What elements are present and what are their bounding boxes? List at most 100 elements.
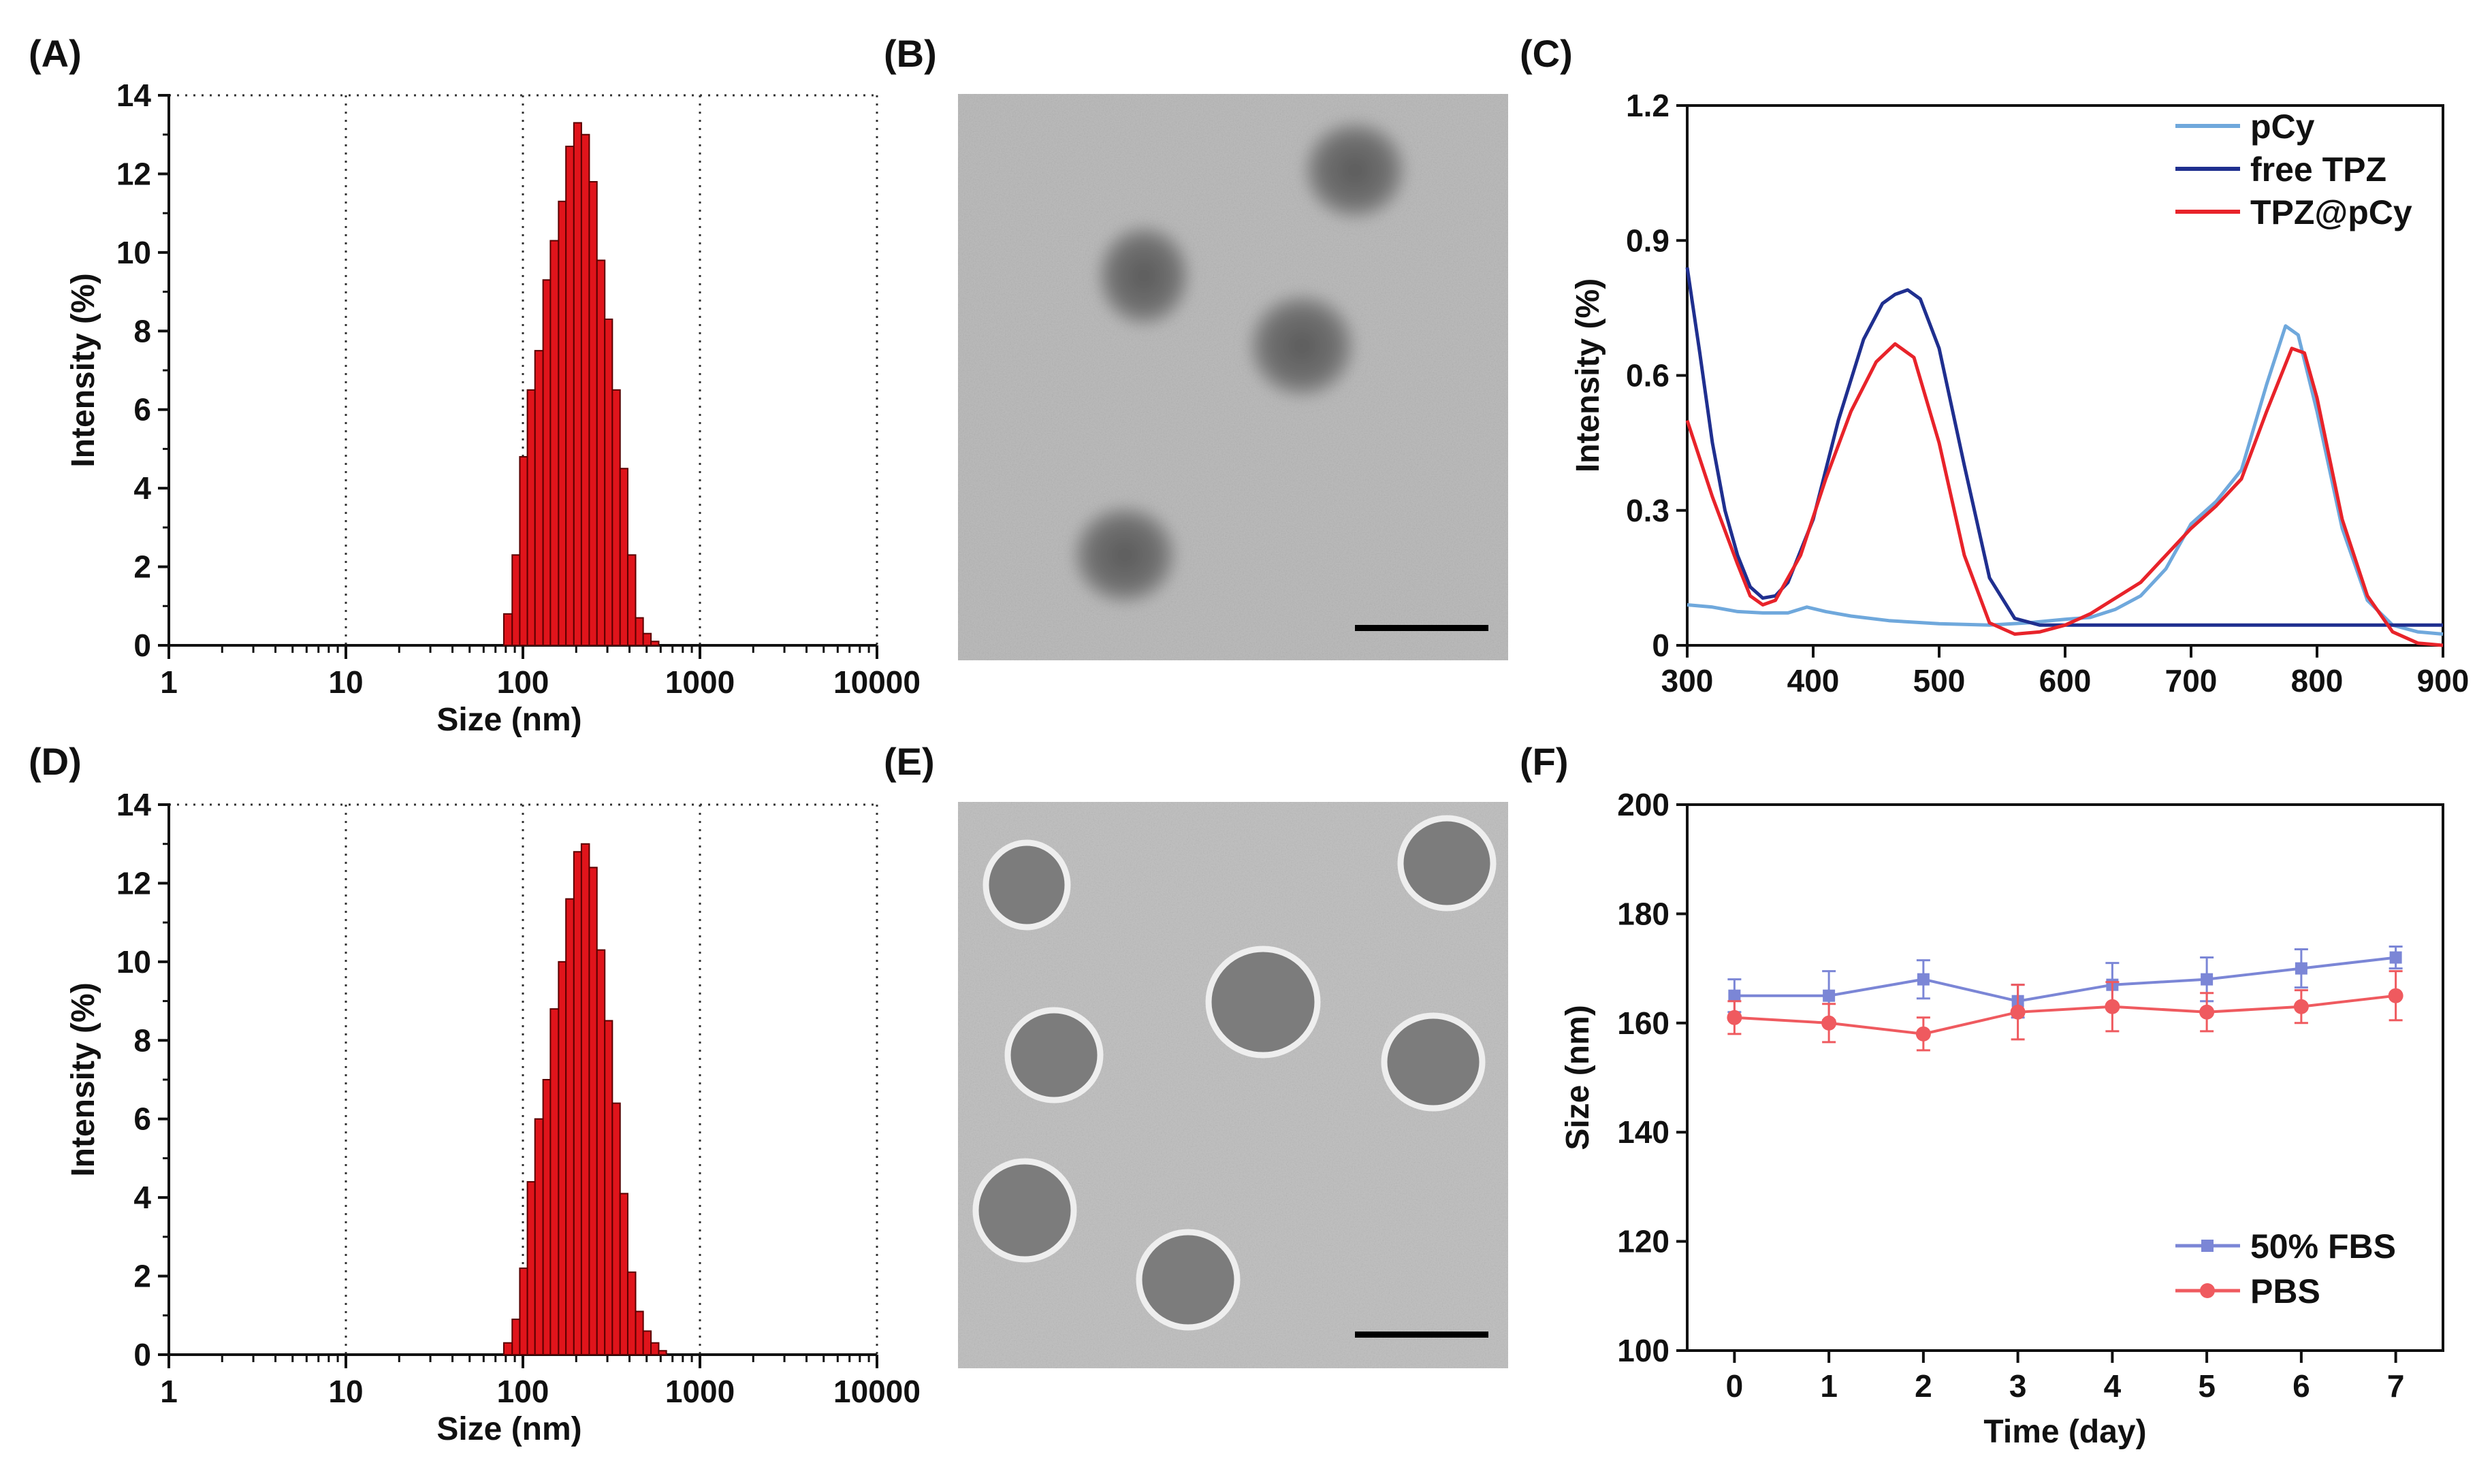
y-tick-label: 0: [133, 628, 151, 663]
histogram-bar: [511, 1319, 521, 1355]
nanoparticle: [1397, 815, 1497, 912]
nanoparticle: [1249, 294, 1355, 398]
y-tick-label: 180: [1617, 896, 1670, 931]
x-tick-label: 300: [1661, 663, 1714, 698]
y-tick-label: 12: [116, 156, 151, 191]
histogram-bar: [611, 389, 621, 646]
x-tick-label: 100: [497, 664, 549, 700]
histogram-bar: [511, 554, 521, 646]
y-axis-label: Size (nm): [1560, 1005, 1596, 1150]
y-tick-label: 6: [133, 392, 151, 428]
x-tick-label: 1000: [665, 1374, 735, 1409]
series-pbs-marker: [2388, 988, 2403, 1003]
plot-frame: [1686, 803, 2444, 1352]
histogram-bar: [588, 180, 598, 646]
histogram-bar: [534, 1118, 544, 1355]
histogram-bar: [573, 851, 582, 1356]
y-tick-label: 0.3: [1626, 493, 1670, 528]
y-tick-label: 100: [1617, 1333, 1670, 1368]
nanoparticle: [1136, 1229, 1241, 1331]
histogram-bar: [619, 468, 628, 646]
legend-label: pCy: [2250, 108, 2315, 146]
histogram-bar: [519, 455, 528, 646]
panel-label-d: (D): [29, 740, 82, 783]
nanoparticle: [1381, 1012, 1486, 1112]
y-axis-label: Intensity (%): [65, 273, 101, 467]
histogram-bar: [580, 843, 590, 1355]
histogram-bar: [558, 200, 567, 647]
series-pbs-marker: [2010, 1004, 2026, 1020]
y-tick-label: 200: [1617, 787, 1670, 822]
histogram-bar: [542, 279, 552, 646]
x-tick-label: 10: [328, 1374, 363, 1409]
series-fbs-marker: [2295, 962, 2307, 975]
y-tick-label: 8: [133, 1022, 151, 1058]
series-pbs-line: [1734, 994, 2396, 1035]
series-pbs-marker: [1821, 1015, 1837, 1031]
x-tick-label: 1: [160, 664, 178, 700]
series-pcy-line: [1687, 324, 2444, 636]
histogram-bar: [604, 1020, 613, 1356]
x-axis-label: Size (nm): [436, 1411, 581, 1447]
x-tick-label: 100: [497, 1374, 549, 1409]
x-tick-label: 1000: [665, 664, 735, 700]
nanoparticle: [1304, 121, 1406, 219]
scale-bar: [1355, 625, 1488, 631]
series-pbs-marker: [2199, 1004, 2215, 1020]
histogram-bar: [596, 949, 606, 1355]
y-tick-label: 10: [116, 944, 151, 980]
histogram-bar: [642, 632, 652, 647]
histogram-bar: [635, 617, 644, 646]
legend-label: free TPZ: [2250, 150, 2386, 189]
histogram-bar: [565, 898, 575, 1355]
x-tick-label: 2: [1915, 1368, 1932, 1404]
series-fbs-marker: [2201, 973, 2214, 986]
histogram-bar: [526, 389, 536, 646]
chart-f-size-stability: 0 1 2 3 4 5 6 7 100 120 140 160 180 200 Time (day) Size…: [1560, 787, 2444, 1450]
histogram-bar: [549, 240, 560, 646]
histogram-bar: [604, 318, 613, 646]
histogram-bar: [534, 350, 544, 647]
panel-label-e: (E): [884, 740, 935, 783]
y-tick-label: 120: [1617, 1224, 1670, 1259]
tem-image-b: [958, 94, 1508, 660]
histogram-bar: [650, 641, 660, 647]
x-tick-label: 0: [1726, 1368, 1744, 1404]
scale-bar: [1355, 1332, 1488, 1338]
x-tick-label: 700: [2165, 663, 2218, 698]
histogram-bar: [611, 1102, 621, 1355]
y-tick-label: 4: [133, 1180, 151, 1215]
chart-d-size-distribution: 1 10 100 1000 10000 0 2 4 6 8 10 12 14 Size (nm) Inten…: [65, 787, 921, 1447]
legend-label: PBS: [2250, 1272, 2320, 1310]
histogram-bar: [558, 961, 567, 1356]
series-fbs-marker: [1728, 989, 1741, 1002]
histogram-bar: [635, 1310, 644, 1355]
nanoparticle: [1073, 506, 1177, 604]
nanoparticle: [983, 839, 1071, 931]
panel-label-f: (F): [1520, 740, 1569, 783]
x-tick-label: 500: [1913, 663, 1966, 698]
x-tick-label: 600: [2039, 663, 2092, 698]
histogram-bar: [573, 122, 582, 646]
series-fbs-marker: [2389, 951, 2402, 964]
y-tick-label: 6: [133, 1101, 151, 1137]
histogram-bar: [580, 133, 590, 646]
legend-label: 50% FBS: [2250, 1227, 2396, 1265]
histogram-bar: [596, 259, 606, 646]
x-tick-label: 6: [2293, 1368, 2310, 1404]
histogram-bar: [626, 554, 637, 646]
histogram-bar: [549, 1008, 560, 1355]
x-tick-label: 7: [2387, 1368, 2405, 1404]
legend-marker: [2201, 1240, 2214, 1252]
histogram-bar: [650, 1342, 660, 1355]
histogram-bar: [502, 613, 513, 646]
x-tick-label: 1: [1820, 1368, 1838, 1404]
tem-image-e: [958, 802, 1508, 1368]
y-tick-label: 2: [133, 1259, 151, 1294]
y-tick-label: 4: [133, 470, 151, 506]
y-tick-label: 140: [1617, 1114, 1670, 1150]
series-fbs-marker: [1823, 989, 1836, 1002]
histogram-bar: [565, 146, 575, 646]
panel-label-c: (C): [1520, 32, 1573, 75]
